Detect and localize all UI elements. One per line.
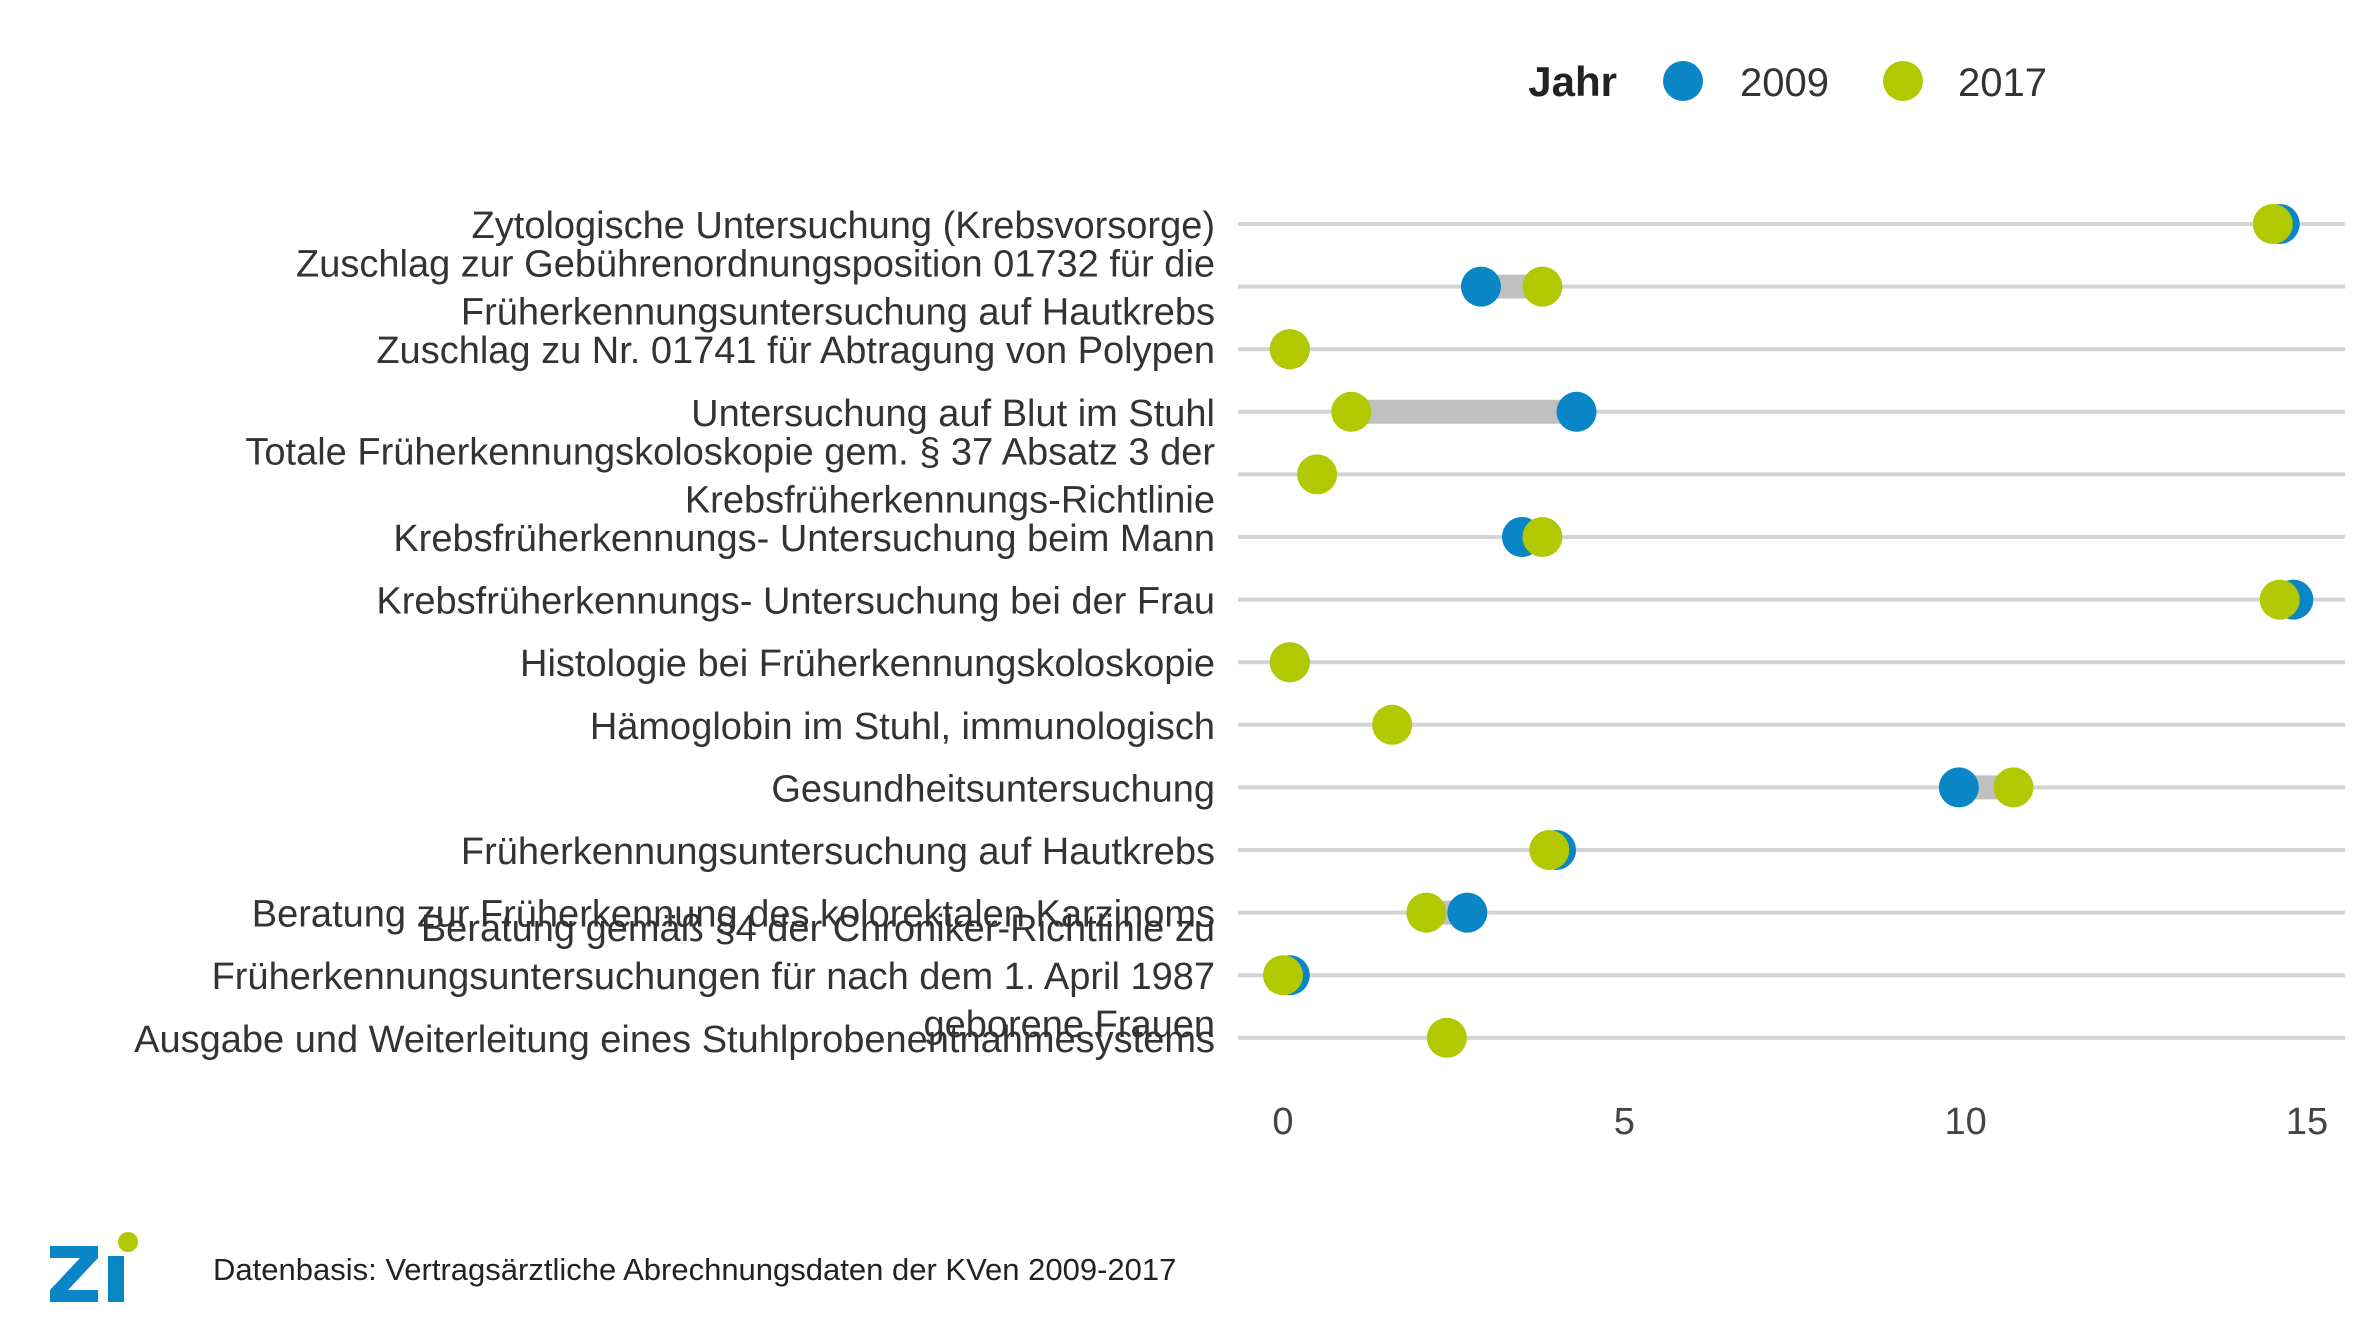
point-2017 [1406,892,1447,933]
point-2009 [1938,767,1979,808]
point-2017 [1269,642,1310,683]
row-label: Ausgabe und Weiterleitung eines Stuhlpro… [134,1019,1215,1061]
point-2017 [1522,517,1563,557]
point-2017 [1269,329,1310,370]
x-axis: 0 5 10 15 [1272,1101,2328,1143]
row-label: Beratung zur Früherkennung des kolorekta… [252,894,1215,936]
row-label-line: Beratung gemäß §4 der Chroniker-Richtlin… [421,908,1215,950]
row-label-line: Hämoglobin im Stuhl, immunologisch [590,706,1215,748]
row-label: Früherkennungsuntersuchung auf Hautkrebs [461,831,1215,873]
row-label: Beratung gemäß §4 der Chroniker-Richtlin… [212,908,1215,1046]
row-label-line: Ausgabe und Weiterleitung eines Stuhlpro… [134,1019,1215,1061]
point-2017 [1331,391,1372,432]
row-label-line: geborene Frauen [923,1004,1215,1046]
row-label-line: Histologie bei Früherkennungskoloskopie [520,643,1215,685]
legend-label-2009: 2009 [1740,61,1829,105]
row-label-line: Krebsfrüherkennungs-Richtlinie [685,479,1215,521]
row-label-line: Krebsfrüherkennungs- Untersuchung beim M… [393,518,1215,560]
legend-marker-2009 [1663,61,1703,101]
row-label-line: Totale Früherkennungskoloskopie gem. § 3… [245,431,1215,473]
row-label: Zuschlag zur Gebührenordnungsposition 01… [296,244,1215,334]
row-label: Krebsfrüherkennungs- Untersuchung beim M… [393,518,1215,560]
data-points [1263,204,2314,1058]
row-label: Totale Früherkennungskoloskopie gem. § 3… [245,431,1215,521]
row-label: Krebsfrüherkennungs- Untersuchung bei de… [376,581,1215,623]
row-label: Zuschlag zu Nr. 01741 für Abtragung von … [376,330,1215,372]
row-label-line: Zuschlag zu Nr. 01741 für Abtragung von … [376,330,1215,372]
logo-i-stem [108,1256,124,1302]
row-label-line: Gesundheitsuntersuchung [771,768,1215,810]
row-label-line: Beratung zur Früherkennung des kolorekta… [252,894,1215,936]
x-tick-label: 0 [1272,1101,1293,1143]
x-tick-label: 5 [1614,1101,1635,1143]
legend-label-2017: 2017 [1958,61,2047,105]
x-tick-label: 15 [2286,1101,2328,1143]
point-2017 [2259,579,2300,620]
logo-z-glyph [50,1246,98,1302]
legend: Jahr 2009 2017 [1528,58,2047,105]
point-2017 [1993,767,2034,808]
point-2017 [2252,204,2293,244]
point-2009 [1556,391,1597,432]
row-label-line: Zuschlag zur Gebührenordnungsposition 01… [296,244,1215,286]
gridlines [1238,222,2345,1040]
logo-i-dot [118,1232,138,1252]
row-labels: Zytologische Untersuchung (Krebsvorsorge… [134,205,1215,1061]
legend-marker-2017 [1883,61,1923,101]
row-label: Histologie bei Früherkennungskoloskopie [520,643,1215,685]
row-label-line: Früherkennungsuntersuchungen für nach de… [212,956,1215,998]
point-2017 [1372,704,1413,745]
point-2009 [1460,266,1501,307]
row-label-line: Zytologische Untersuchung (Krebsvorsorge… [472,205,1215,247]
row-label: Zytologische Untersuchung (Krebsvorsorge… [472,205,1215,247]
legend-title: Jahr [1528,58,1617,105]
source-note: Datenbasis: Vertragsärztliche Abrechnung… [213,1252,1177,1287]
row-label: Hämoglobin im Stuhl, immunologisch [590,706,1215,748]
zi-logo [50,1232,138,1302]
row-label-line: Früherkennungsuntersuchung auf Hautkrebs [461,292,1215,334]
point-2017 [1529,830,1570,870]
row-label: Untersuchung auf Blut im Stuhl [691,393,1215,435]
point-2017 [1522,266,1563,307]
row-label: Gesundheitsuntersuchung [771,768,1215,810]
x-tick-label: 10 [1945,1101,1987,1143]
point-2017 [1297,454,1338,495]
point-2017 [1426,1017,1467,1058]
point-2009 [1447,892,1488,933]
row-label-line: Früherkennungsuntersuchung auf Hautkrebs [461,831,1215,873]
row-label-line: Krebsfrüherkennungs- Untersuchung bei de… [376,581,1215,623]
row-label-line: Untersuchung auf Blut im Stuhl [691,393,1215,435]
point-2017 [1263,955,1303,996]
